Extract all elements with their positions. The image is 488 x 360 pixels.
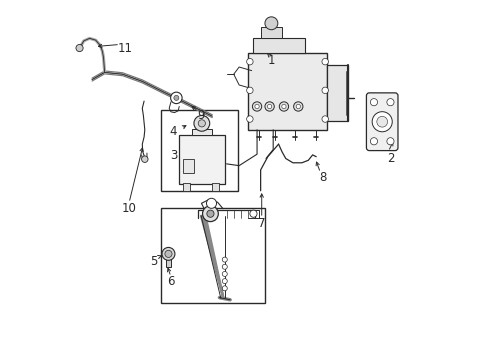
Circle shape (371, 112, 391, 132)
Circle shape (376, 116, 387, 127)
Circle shape (369, 99, 377, 106)
Circle shape (174, 95, 179, 100)
Circle shape (279, 102, 288, 111)
Circle shape (386, 138, 393, 145)
Circle shape (198, 120, 205, 127)
Text: 5: 5 (150, 255, 158, 268)
Circle shape (321, 116, 328, 122)
Circle shape (264, 17, 277, 30)
Circle shape (222, 257, 227, 262)
Circle shape (264, 102, 274, 111)
Text: 6: 6 (167, 275, 174, 288)
Bar (253, 38, 305, 53)
Text: 7: 7 (258, 217, 265, 230)
Circle shape (222, 279, 227, 284)
FancyBboxPatch shape (366, 93, 397, 150)
Bar (247, 53, 326, 130)
Text: 10: 10 (122, 202, 136, 215)
Circle shape (206, 210, 214, 217)
Text: 3: 3 (169, 149, 177, 162)
Circle shape (293, 102, 303, 111)
Circle shape (194, 116, 209, 131)
Circle shape (222, 264, 227, 269)
Circle shape (252, 102, 261, 111)
Circle shape (222, 286, 227, 291)
Bar (161, 208, 265, 303)
Circle shape (246, 116, 253, 122)
Circle shape (222, 271, 227, 276)
Text: 8: 8 (319, 171, 326, 184)
Circle shape (76, 44, 83, 51)
Circle shape (296, 104, 300, 109)
Bar (191, 129, 211, 135)
Circle shape (267, 104, 271, 109)
Circle shape (321, 87, 328, 94)
Text: 1: 1 (267, 54, 275, 67)
Circle shape (170, 92, 182, 104)
Circle shape (164, 250, 172, 257)
Bar (183, 183, 190, 191)
Text: 9: 9 (197, 109, 204, 122)
Circle shape (386, 99, 393, 106)
Circle shape (202, 206, 218, 222)
Bar (183, 159, 193, 173)
Circle shape (281, 104, 285, 109)
Circle shape (369, 138, 377, 145)
Circle shape (162, 247, 175, 260)
Circle shape (254, 104, 259, 109)
Bar (260, 27, 282, 38)
Text: 4: 4 (169, 125, 177, 138)
Circle shape (142, 156, 148, 162)
Bar (179, 135, 224, 184)
Bar (211, 183, 218, 191)
Circle shape (249, 210, 257, 217)
Circle shape (246, 58, 253, 65)
Circle shape (321, 58, 328, 65)
Circle shape (206, 198, 216, 208)
Bar (326, 65, 348, 121)
Bar (161, 110, 238, 191)
Bar (165, 257, 171, 267)
Text: 2: 2 (386, 152, 394, 165)
Circle shape (246, 87, 253, 94)
Text: 11: 11 (118, 41, 133, 54)
